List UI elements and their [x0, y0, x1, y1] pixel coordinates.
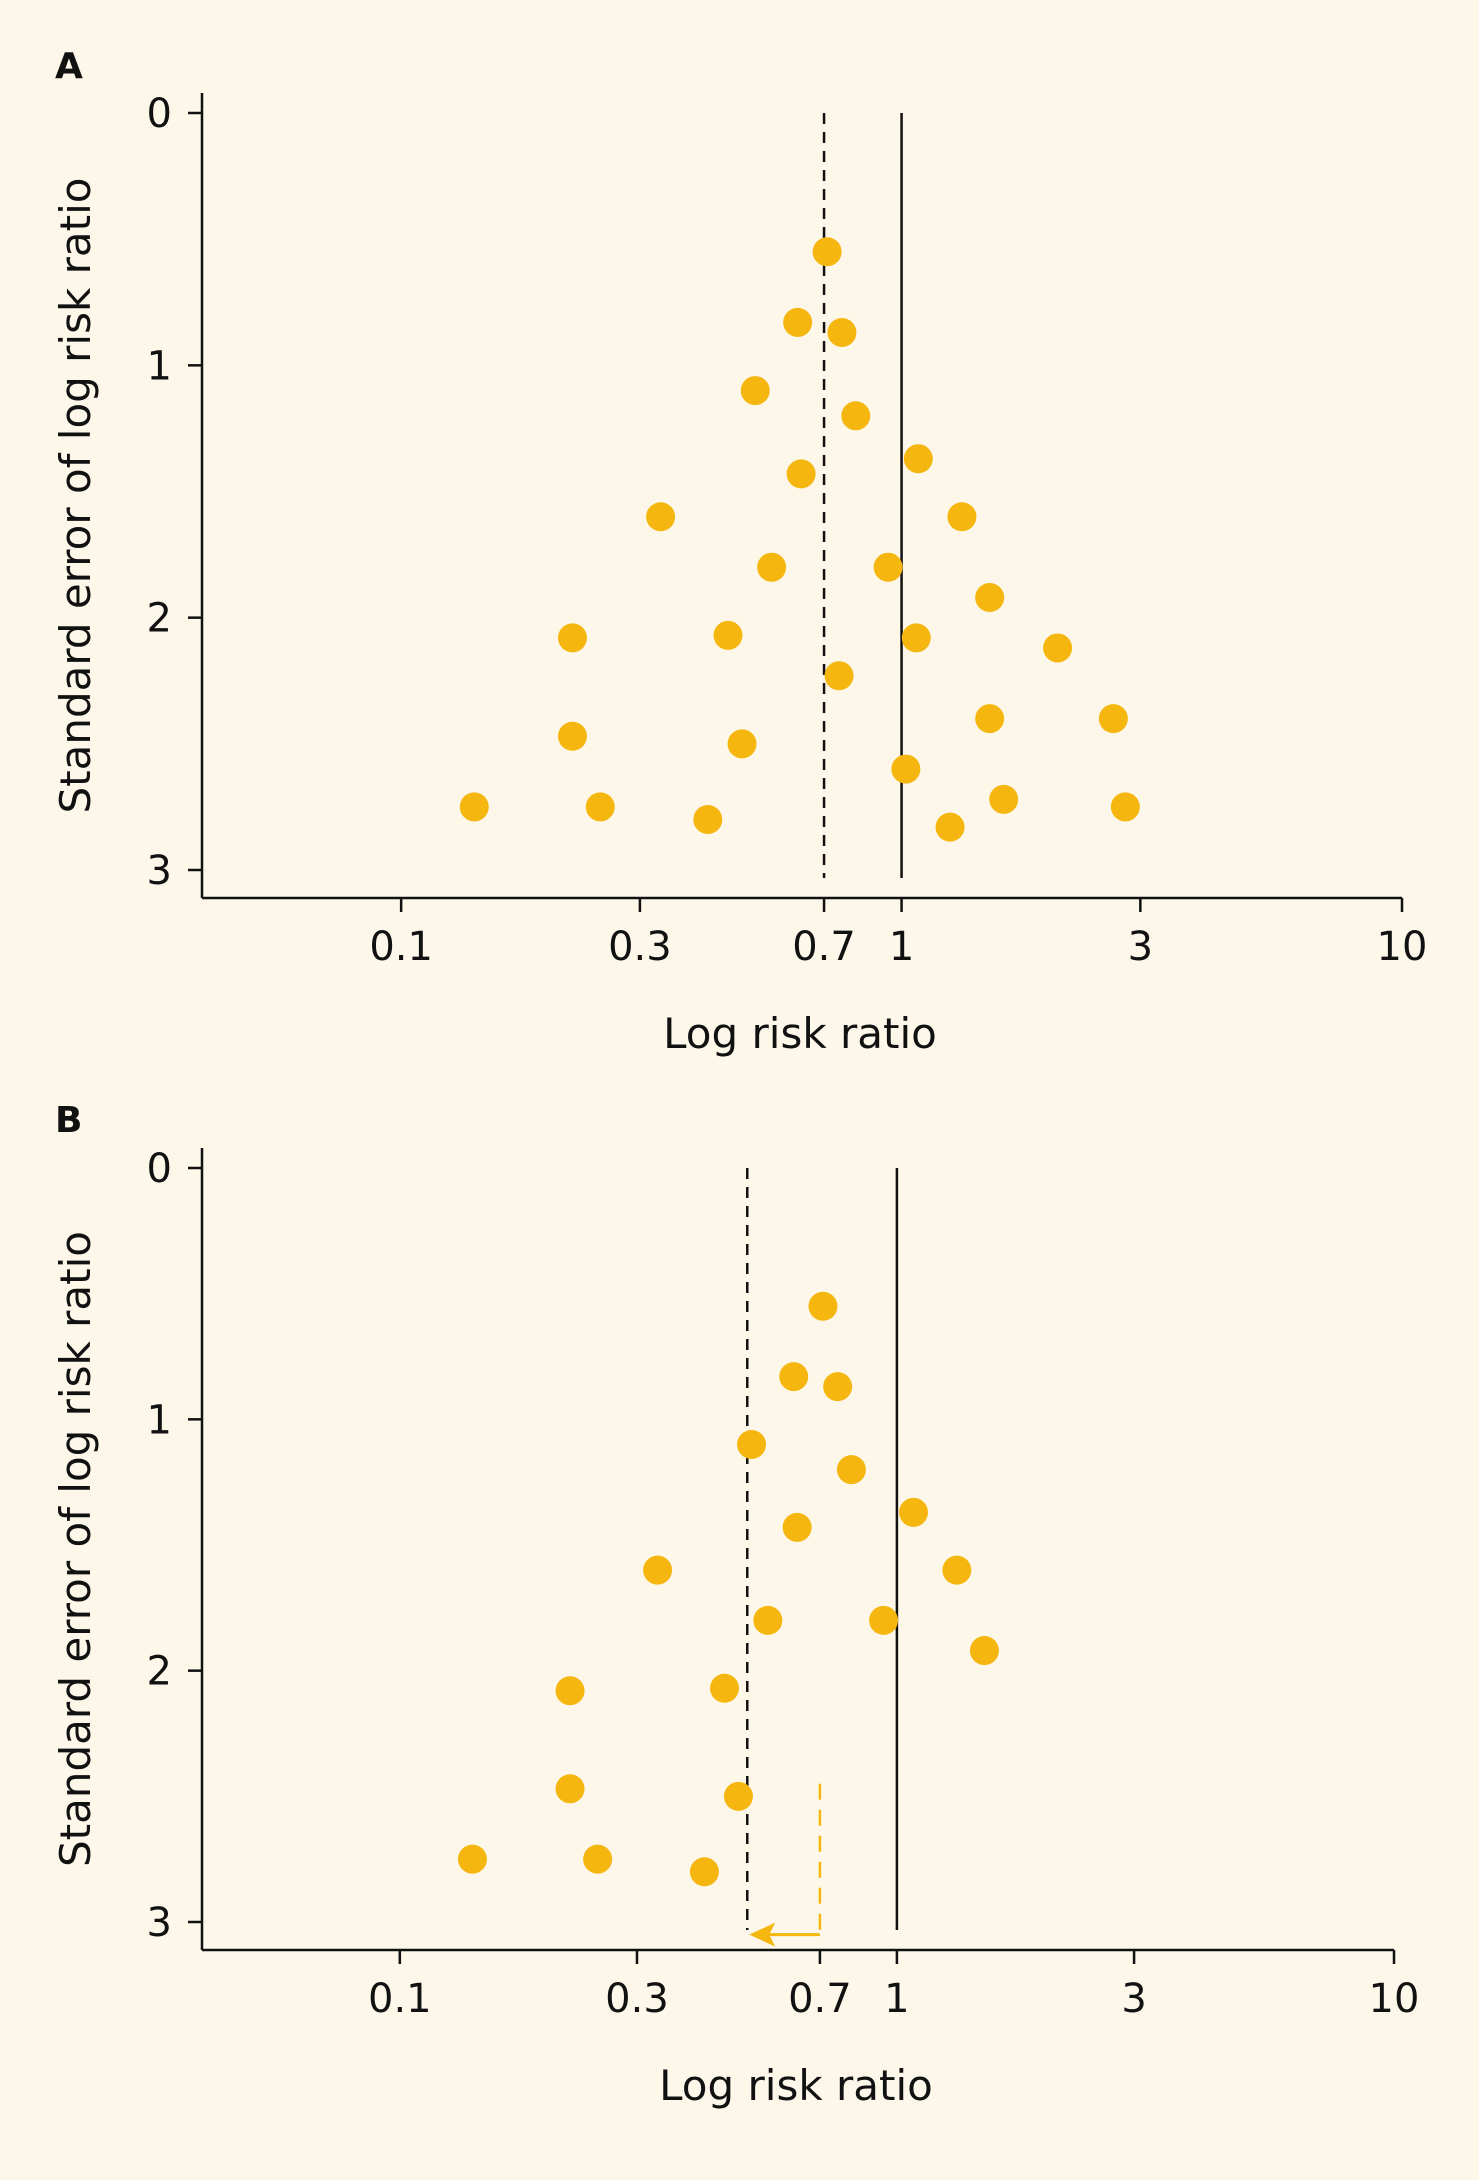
x-tick-label: 1	[889, 924, 914, 970]
data-point	[727, 729, 757, 759]
data-point	[643, 1555, 673, 1585]
data-point	[723, 1781, 753, 1811]
data-point	[947, 502, 977, 532]
shift-arrow-head	[749, 1922, 776, 1947]
y-tick-label: 3	[147, 1900, 172, 1946]
y-tick-label: 3	[147, 848, 172, 894]
y-axis-title: Standard error of log risk ratio	[51, 178, 100, 814]
data-point	[646, 502, 676, 532]
panel-label: A	[55, 46, 83, 87]
data-point	[841, 401, 871, 431]
data-point	[757, 552, 787, 582]
x-tick-label: 0.7	[792, 924, 856, 970]
y-tick-label: 2	[147, 596, 172, 642]
data-point	[969, 1636, 999, 1666]
data-point	[555, 1676, 585, 1706]
data-point	[557, 721, 587, 751]
y-tick-label: 1	[147, 1397, 172, 1443]
data-point	[869, 1605, 899, 1635]
x-tick-label: 3	[1121, 1976, 1146, 2022]
data-point	[836, 1455, 866, 1485]
data-point	[753, 1605, 783, 1635]
data-point	[935, 812, 965, 842]
data-point	[782, 1512, 812, 1542]
x-tick-label: 0.3	[605, 1976, 669, 2022]
x-tick-label: 3	[1128, 924, 1153, 970]
data-point	[457, 1844, 487, 1874]
data-point	[779, 1362, 809, 1392]
x-tick-label: 0.1	[368, 1976, 432, 2022]
data-point	[786, 459, 816, 489]
data-point	[975, 582, 1005, 612]
data-point	[812, 237, 842, 267]
y-tick-label: 2	[147, 1649, 172, 1695]
x-tick-label: 10	[1377, 924, 1428, 970]
data-point	[737, 1429, 767, 1459]
data-point	[1043, 633, 1073, 663]
data-point	[899, 1497, 929, 1527]
data-point	[783, 307, 813, 337]
x-axis-title: Log risk ratio	[659, 2061, 933, 2110]
data-point	[710, 1673, 740, 1703]
data-point	[975, 704, 1005, 734]
data-point	[557, 623, 587, 653]
data-point	[693, 805, 723, 835]
data-point	[1098, 704, 1128, 734]
data-point	[808, 1291, 838, 1321]
x-tick-label: 0.7	[788, 1976, 852, 2022]
data-point	[585, 792, 615, 822]
data-point	[989, 784, 1019, 814]
data-point	[459, 792, 489, 822]
x-tick-label: 0.3	[608, 924, 672, 970]
x-axis-title: Log risk ratio	[663, 1009, 937, 1058]
chart-panel-a: A 0 1 2 3 0.1 0.3 0.7 1 3 10 Log risk ratio Standard…	[51, 46, 1427, 1058]
panel-label: B	[55, 1100, 82, 1141]
data-point	[903, 444, 933, 474]
data-point	[827, 318, 857, 348]
data-point	[713, 620, 743, 650]
data-point	[1110, 792, 1140, 822]
data-point	[942, 1555, 972, 1585]
data-point	[901, 623, 931, 653]
data-point	[891, 754, 921, 784]
data-point	[824, 661, 854, 691]
y-axis-title: Standard error of log risk ratio	[51, 1231, 100, 1867]
data-point	[555, 1774, 585, 1804]
data-point	[740, 376, 770, 406]
data-point	[823, 1372, 853, 1402]
data-point	[689, 1857, 719, 1887]
chart-panel-b: B 0 1 2 3 0.1 0.3 0.7 1 3 10 Log risk ratio Standard…	[51, 1100, 1419, 2110]
y-tick-label: 1	[147, 343, 172, 389]
data-point	[583, 1844, 613, 1874]
x-tick-label: 10	[1369, 1976, 1420, 2022]
data-point	[873, 552, 903, 582]
y-tick-label: 0	[147, 1146, 172, 1192]
x-tick-label: 0.1	[369, 924, 433, 970]
x-tick-label: 1	[884, 1976, 909, 2022]
y-tick-label: 0	[147, 91, 172, 137]
